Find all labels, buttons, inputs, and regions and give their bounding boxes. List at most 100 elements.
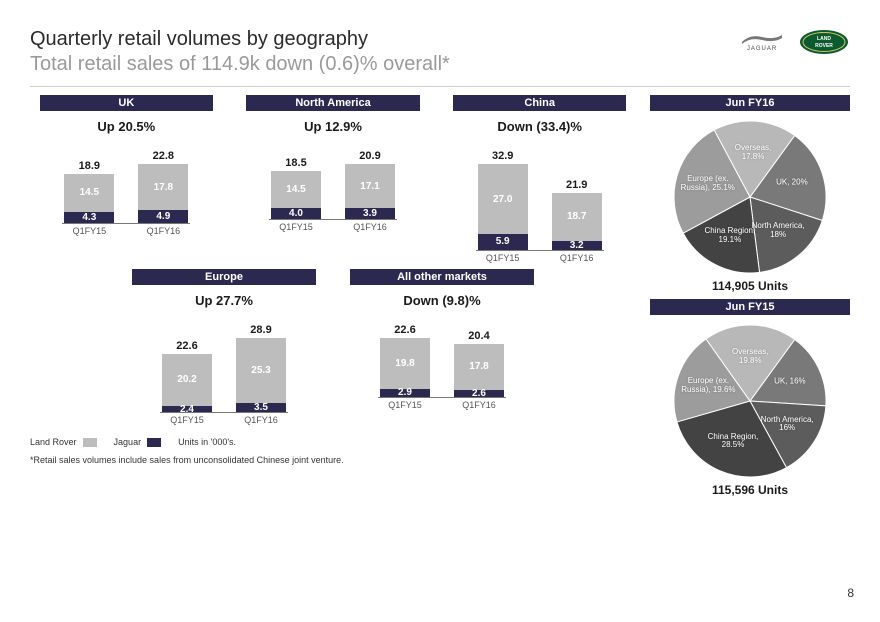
- svg-text:ROVER: ROVER: [815, 43, 833, 49]
- seg-landrover: 25.3: [236, 338, 286, 404]
- bar-total: 20.9: [359, 150, 380, 162]
- bar-total: 18.5: [285, 157, 306, 169]
- period-label: Q1FY15: [476, 253, 530, 263]
- seg-landrover: 20.2: [162, 354, 212, 407]
- divider: [30, 86, 850, 87]
- change-value: Down (9.8)%: [403, 293, 480, 308]
- period-label: Q1FY16: [234, 415, 288, 425]
- pie-total: 115,596 Units: [650, 483, 850, 497]
- seg-landrover: 17.1: [345, 164, 395, 208]
- page-number: 8: [847, 586, 854, 600]
- change-value: Up 27.7%: [195, 293, 253, 308]
- panel-title: UK: [40, 95, 213, 111]
- pie-chart: UK, 16%North America, 16%China Region, 2…: [670, 321, 830, 481]
- pie-slice-label: Europe (ex. Russia), 25.1%: [678, 176, 738, 194]
- seg-landrover: 17.8: [454, 344, 504, 390]
- page-title: Quarterly retail volumes by geography: [30, 28, 850, 51]
- period-label: Q1FY16: [550, 253, 604, 263]
- panel-title: North America: [246, 95, 419, 111]
- seg-jaguar: 3.9: [345, 208, 395, 218]
- seg-landrover: 19.8: [380, 338, 430, 389]
- seg-landrover: 18.7: [552, 193, 602, 242]
- bar-col: 22.6 2.420.2: [160, 340, 214, 413]
- jaguar-logo: JAGUAR: [736, 28, 788, 56]
- legend-units: Units in '000's.: [178, 437, 236, 447]
- bar-total: 20.4: [468, 330, 489, 342]
- panel-title: Europe: [132, 269, 316, 285]
- change-value: Up 12.9%: [304, 119, 362, 134]
- pie-panel: Jun FY15 UK, 16%North America, 16%China R…: [650, 299, 850, 497]
- bar-col: 20.9 3.917.1: [343, 150, 397, 219]
- period-label: Q1FY16: [452, 400, 506, 410]
- bar-panel: UK Up 20.5% 18.9 4.314.5 22.8 4.917.8 Q1FY15 Q1…: [30, 95, 223, 263]
- bar-col: 18.5 4.014.5: [269, 157, 323, 219]
- svg-text:LAND: LAND: [817, 36, 831, 42]
- period-label: Q1FY15: [378, 400, 432, 410]
- bars: 18.5 4.014.5 20.9 3.917.1: [269, 150, 397, 220]
- legend-lr-label: Land Rover: [30, 437, 77, 447]
- bar-col: 20.4 2.617.8: [452, 330, 506, 397]
- bar-total: 22.6: [176, 340, 197, 352]
- bars: 18.9 4.314.5 22.8 4.917.8: [62, 150, 190, 224]
- legend-jg-label: Jaguar: [114, 437, 142, 447]
- panel-title: Jun FY16: [650, 95, 850, 111]
- panel-title: Jun FY15: [650, 299, 850, 315]
- pie-slice-label: Overseas, 19.8%: [720, 348, 780, 366]
- pie-slice-label: UK, 16%: [760, 378, 820, 387]
- seg-jaguar: 2.4: [162, 406, 212, 412]
- seg-jaguar: 4.3: [64, 212, 114, 223]
- pie-slice-label: Overseas, 17.8%: [723, 144, 783, 162]
- bar-col: 18.9 4.314.5: [62, 160, 116, 223]
- bar-total: 21.9: [566, 179, 587, 191]
- pie-chart: UK, 20%North America, 18%China Region, 1…: [670, 117, 830, 277]
- bar-panel: North AmericaUp 12.9%18.54.014.520.93.91…: [237, 95, 430, 263]
- bar-col: 32.9 5.927.0: [476, 150, 530, 250]
- legend-lr-swatch: [83, 438, 97, 447]
- bar-panel: China Down (33.4)% 32.9 5.927.0 21.9 3.218.7 Q…: [443, 95, 636, 263]
- change-value: Down (33.4)%: [497, 119, 582, 134]
- panel-title: China: [453, 95, 626, 111]
- bar-panel: All other marketsDown (9.8)%22.62.919.82…: [340, 269, 544, 426]
- pie-slice-label: Europe (ex. Russia), 19.6%: [678, 378, 738, 396]
- pie-slice-label: UK, 20%: [762, 179, 822, 188]
- period-label: Q1FY15: [62, 226, 116, 236]
- pie-total: 114,905 Units: [650, 279, 850, 293]
- seg-jaguar: 4.9: [138, 210, 188, 223]
- seg-jaguar: 2.6: [454, 390, 504, 397]
- pie-panel: Jun FY16 UK, 20%North America, 18%China R…: [650, 95, 850, 293]
- bar-total: 22.8: [153, 150, 174, 162]
- seg-landrover: 17.8: [138, 164, 188, 210]
- bars: 32.9 5.927.0 21.9 3.218.7: [476, 150, 604, 251]
- bar-total: 18.9: [79, 160, 100, 172]
- seg-jaguar: 2.9: [380, 389, 430, 397]
- legend-jg-swatch: [147, 438, 161, 447]
- bar-col: 28.9 3.525.3: [234, 324, 288, 413]
- seg-landrover: 14.5: [64, 174, 114, 212]
- seg-landrover: 27.0: [478, 164, 528, 234]
- change-value: Up 20.5%: [97, 119, 155, 134]
- seg-jaguar: 4.0: [271, 208, 321, 218]
- page-subtitle: Total retail sales of 114.9k down (0.6)%…: [30, 53, 850, 76]
- bar-total: 32.9: [492, 150, 513, 162]
- seg-jaguar: 3.2: [552, 241, 602, 249]
- pie-slice-label: China Region, 19.1%: [700, 227, 760, 245]
- period-label: Q1FY16: [343, 222, 397, 232]
- seg-jaguar: 3.5: [236, 403, 286, 412]
- period-label: Q1FY15: [269, 222, 323, 232]
- bottom-row: Europe Up 27.7% 22.6 2.420.2 28.9 3.525.3 Q1FY…: [30, 269, 636, 426]
- pie-slice-label: China Region, 28.5%: [703, 433, 763, 451]
- bars: 22.6 2.919.8 20.4 2.617.8: [378, 324, 506, 398]
- bar-total: 22.6: [394, 324, 415, 336]
- panel-title: All other markets: [350, 269, 534, 285]
- top-row: UKUp 20.5%18.94.314.522.84.917.8Q1FY15Q1…: [30, 95, 636, 263]
- bar-col: 22.6 2.919.8: [378, 324, 432, 397]
- period-label: Q1FY16: [136, 226, 190, 236]
- seg-landrover: 14.5: [271, 171, 321, 209]
- bar-total: 28.9: [250, 324, 271, 336]
- bar-col: 22.8 4.917.8: [136, 150, 190, 223]
- bars: 22.6 2.420.2 28.9 3.525.3: [160, 324, 288, 414]
- bar-panel: Europe Up 27.7% 22.6 2.420.2 28.9 3.525.3 Q1FY…: [122, 269, 326, 426]
- right-column: Jun FY16 UK, 20%North America, 18%China R…: [650, 95, 850, 497]
- seg-jaguar: 5.9: [478, 234, 528, 249]
- bar-col: 21.9 3.218.7: [550, 179, 604, 250]
